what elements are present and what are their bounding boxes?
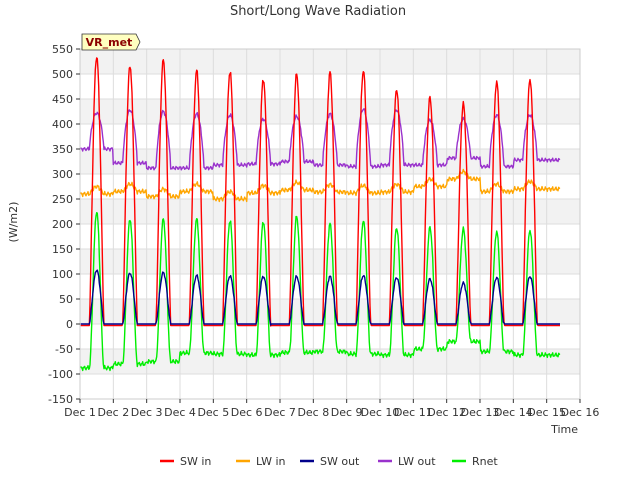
y-tick-label: 400 <box>52 118 73 131</box>
y-axis-ticks: -150 -100 -50 0 50 100 150 200 250 300 350 400 450 50… <box>48 43 80 406</box>
legend-label-sw-in: SW in <box>180 455 211 468</box>
y-tick-label: 500 <box>52 68 73 81</box>
y-tick-label: 100 <box>52 268 73 281</box>
plot-band <box>80 99 580 124</box>
x-tick-label: Dec 5 <box>197 406 229 419</box>
x-axis-label: Time <box>550 423 578 436</box>
x-tick-label: Dec 1 <box>64 406 96 419</box>
series-line-lw-in <box>80 168 561 203</box>
legend-label-rnet: Rnet <box>472 455 498 468</box>
x-tick-label: Dec 7 <box>264 406 296 419</box>
plot-band <box>80 249 580 274</box>
y-tick-label: -150 <box>48 393 73 406</box>
plot-band <box>80 149 580 174</box>
y-tick-label: 350 <box>52 143 73 156</box>
x-tick-label: Dec 8 <box>297 406 329 419</box>
series-layer <box>80 57 561 372</box>
legend-label-lw-in: LW in <box>256 455 286 468</box>
x-tick-label: Dec 6 <box>231 406 263 419</box>
y-tick-label: 550 <box>52 43 73 56</box>
x-tick-label: Dec 11 <box>394 406 433 419</box>
y-tick-label: -100 <box>48 368 73 381</box>
legend-label-lw-out: LW out <box>398 455 436 468</box>
y-tick-label: 0 <box>66 318 73 331</box>
x-tick-label: Dec 14 <box>494 406 533 419</box>
x-tick-label: Dec 3 <box>131 406 163 419</box>
y-tick-label: 200 <box>52 218 73 231</box>
y-tick-label: 250 <box>52 193 73 206</box>
x-tick-label: Dec 12 <box>427 406 466 419</box>
plot-band <box>80 349 580 374</box>
series-line-sw-in <box>80 57 560 327</box>
series-line-sw-out <box>80 269 560 326</box>
y-tick-label: 50 <box>59 293 73 306</box>
site-label-box: VR_met <box>81 33 141 51</box>
x-tick-label: Dec 2 <box>97 406 129 419</box>
x-tick-label: Dec 9 <box>331 406 363 419</box>
y-tick-label: 150 <box>52 243 73 256</box>
x-tick-label: Dec 13 <box>461 406 500 419</box>
plot-band <box>80 49 580 74</box>
y-tick-label: 450 <box>52 93 73 106</box>
x-axis-ticks: Dec 1 Dec 2 Dec 3 Dec 4 Dec 5 Dec 6 Dec 7 Dec 8… <box>64 399 599 419</box>
plot-band <box>80 299 580 324</box>
series-line-rnet <box>80 211 561 372</box>
x-tick-label: Dec 10 <box>361 406 400 419</box>
y-axis-label: (W/m2) <box>7 202 20 243</box>
y-tick-label: -50 <box>55 343 73 356</box>
site-label: VR_met <box>86 36 133 49</box>
legend-label-sw-out: SW out <box>320 455 360 468</box>
plot-band <box>80 199 580 224</box>
y-tick-label: 300 <box>52 168 73 181</box>
legend: SW in LW in SW out LW out Rnet <box>160 455 498 468</box>
x-tick-label: Dec 15 <box>527 406 566 419</box>
x-tick-label: Dec 16 <box>561 406 600 419</box>
x-tick-label: Dec 4 <box>164 406 196 419</box>
chart-title: Short/Long Wave Radiation <box>230 4 406 19</box>
